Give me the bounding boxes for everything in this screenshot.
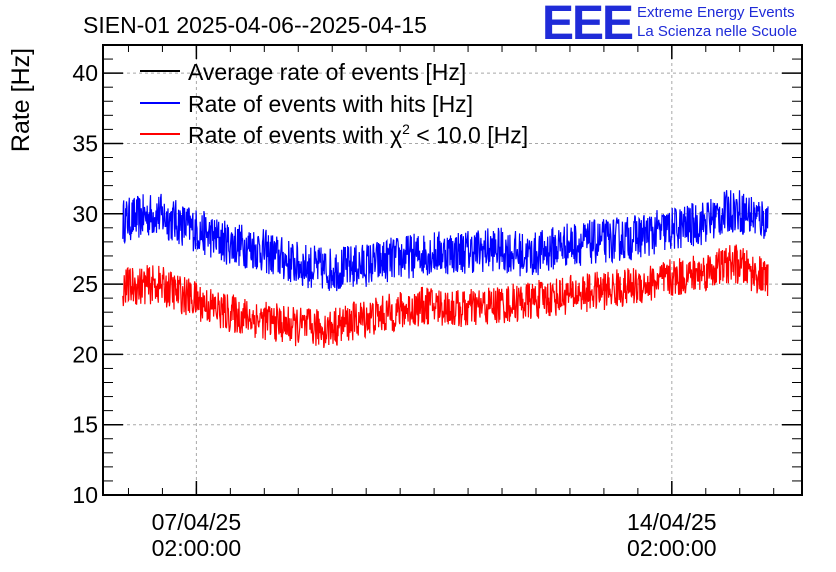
x-tick-label-date: 07/04/25 xyxy=(152,509,242,535)
eee-logo-line2: La Scienza nelle Scuole xyxy=(637,23,798,40)
axis-ticks xyxy=(103,44,802,496)
y-tick-label: 10 xyxy=(72,482,98,508)
y-tick-label: 15 xyxy=(72,412,98,438)
series-layer xyxy=(122,190,769,348)
legend-label-average: Average rate of events [Hz] xyxy=(188,59,466,85)
x-tick-label-time: 02:00:00 xyxy=(152,535,242,561)
x-tick-label-time: 02:00:00 xyxy=(627,535,717,561)
y-tick-label: 40 xyxy=(72,60,98,86)
grid xyxy=(103,45,802,495)
y-axis-label: Rate [Hz] xyxy=(7,48,35,152)
x-tick-label-date: 14/04/25 xyxy=(627,509,717,535)
eee-logo: EEE xyxy=(542,0,634,50)
legend-label-hits: Rate of events with hits [Hz] xyxy=(188,91,473,117)
axis-labels: 1015202530354007/04/2502:00:0014/04/2502… xyxy=(72,60,716,561)
y-tick-label: 35 xyxy=(72,130,98,156)
legend: Average rate of events [Hz] Rate of even… xyxy=(140,59,528,148)
eee-logo-line1: Extreme Energy Events xyxy=(637,4,795,21)
y-tick-label: 25 xyxy=(72,271,98,297)
chart-title: SIEN-01 2025-04-06--2025-04-15 xyxy=(83,12,427,38)
series-line-hits xyxy=(122,190,769,292)
y-tick-label: 20 xyxy=(72,341,98,367)
eee-logo-text: Extreme Energy Events La Scienza nelle S… xyxy=(637,3,797,41)
series-line-chi2 xyxy=(122,244,769,348)
legend-label-chi2: Rate of events with χ2 < 10.0 [Hz] xyxy=(188,121,528,148)
y-tick-label: 30 xyxy=(72,201,98,227)
